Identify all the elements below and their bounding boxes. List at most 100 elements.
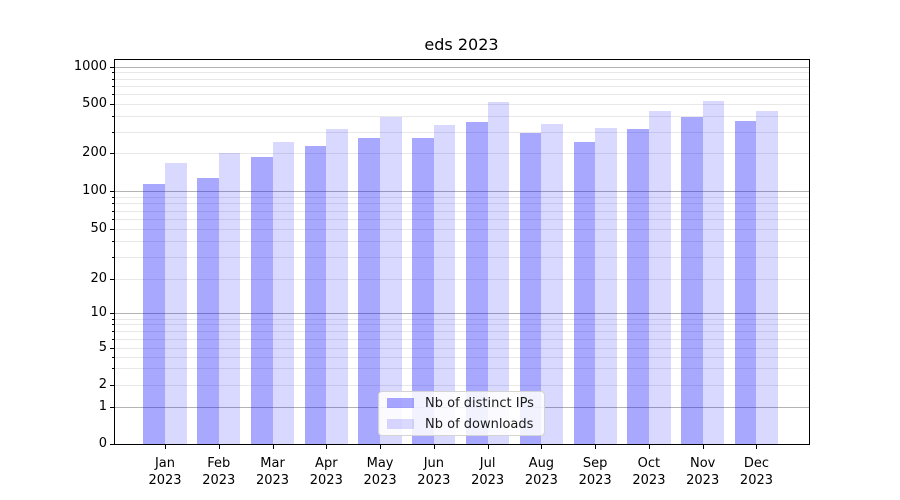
y-minor-tick-900	[112, 72, 114, 74]
y-minor-tick-9	[112, 318, 114, 320]
x-tick-label-jul: Jul 2023	[471, 456, 505, 488]
gridline-y-8	[115, 324, 809, 326]
x-tick-label-dec: Dec 2023	[739, 456, 774, 488]
bar-distinct-ips-mar	[250, 156, 273, 445]
legend-entry-distinct-ips: Nb of distinct IPs	[387, 396, 544, 411]
spine-left	[114, 59, 115, 446]
bar-downloads-apr	[326, 129, 348, 445]
gridline-y-70	[115, 210, 809, 212]
y-minor-tick-4	[112, 356, 114, 358]
gridline-y-4	[115, 356, 809, 358]
spine-right	[809, 59, 810, 446]
y-minor-tick-3	[112, 368, 114, 370]
x-tick-jun	[433, 445, 435, 449]
gridline-y-1000	[115, 66, 809, 68]
chart-title: eds 2023	[424, 35, 499, 54]
y-tick-50	[110, 229, 114, 231]
x-tick-label-nov: Nov 2023	[686, 456, 720, 488]
bar-distinct-ips-jan	[143, 183, 165, 445]
gridline-y-500	[115, 104, 809, 106]
gridline-y-5	[115, 347, 809, 349]
y-minor-tick-90	[112, 196, 114, 198]
y-minor-tick-70	[112, 210, 114, 212]
x-tick-label-sep: Sep 2023	[578, 456, 612, 488]
x-tick-jul	[487, 445, 489, 449]
x-tick-label-jun: Jun 2023	[417, 456, 451, 488]
x-tick-label-mar: Mar 2023	[255, 456, 290, 488]
gridline-y-800	[115, 78, 809, 80]
y-tick-label-200: 200	[82, 145, 107, 161]
bar-downloads-jun	[433, 124, 456, 445]
bar-downloads-oct	[648, 110, 671, 445]
legend-swatch-distinct-ips	[387, 398, 414, 408]
legend-entry-downloads: Nb of downloads	[387, 417, 544, 432]
legend-label-distinct-ips: Nb of distinct IPs	[425, 395, 534, 411]
bar-distinct-ips-apr	[304, 145, 327, 445]
x-tick-label-apr: Apr 2023	[309, 456, 343, 488]
y-tick-2	[110, 385, 114, 386]
x-tick-aug	[541, 445, 543, 449]
y-tick-1000	[110, 66, 114, 68]
gridline-y-30	[115, 257, 809, 258]
legend: Nb of distinct IPs Nb of downloads	[378, 391, 545, 436]
y-tick-20	[110, 279, 114, 280]
bar-distinct-ips-oct	[627, 129, 649, 445]
x-tick-sep	[595, 445, 597, 449]
gridline-y-700	[115, 86, 809, 88]
gridline-y-9	[115, 318, 809, 320]
gridline-y-200	[115, 153, 809, 155]
y-minor-tick-40	[112, 241, 114, 243]
bar-distinct-ips-jun	[412, 138, 434, 445]
x-tick-nov	[702, 445, 704, 449]
gridline-y-90	[115, 196, 809, 198]
y-tick-label-5: 5	[98, 339, 107, 355]
gridline-y-20	[115, 279, 809, 280]
y-tick-200	[110, 153, 114, 155]
y-tick-label-50: 50	[90, 221, 107, 237]
legend-swatch-downloads	[387, 419, 414, 429]
y-tick-1	[110, 406, 114, 408]
gridline-y-60	[115, 219, 809, 221]
y-tick-label-20: 20	[90, 271, 107, 286]
x-tick-oct	[648, 445, 650, 449]
bar-downloads-dec	[756, 110, 779, 445]
bar-downloads-nov	[702, 100, 725, 445]
bar-distinct-ips-dec	[734, 120, 757, 445]
y-minor-tick-80	[112, 203, 114, 205]
x-tick-label-may: May 2023	[363, 456, 397, 488]
x-tick-feb	[218, 445, 220, 449]
y-minor-tick-700	[112, 86, 114, 88]
y-tick-10	[110, 313, 114, 315]
gridline-y-600	[115, 94, 809, 96]
bar-downloads-jan	[165, 162, 187, 445]
gridline-y-3	[115, 368, 809, 370]
y-tick-label-1000: 1000	[73, 58, 107, 74]
gridline-y-900	[115, 72, 809, 74]
gridline-y-10	[115, 313, 809, 315]
x-tick-apr	[326, 445, 328, 449]
bar-distinct-ips-may	[358, 138, 381, 445]
gridline-y-2	[115, 385, 809, 386]
y-minor-tick-30	[112, 257, 114, 258]
y-tick-5	[110, 347, 114, 349]
gridline-y-100	[115, 191, 809, 192]
y-tick-label-2: 2	[98, 377, 107, 392]
spine-bottom	[114, 444, 810, 446]
y-minor-tick-8	[112, 324, 114, 326]
y-tick-500	[110, 104, 114, 106]
x-tick-may	[380, 445, 382, 449]
y-tick-100	[110, 191, 114, 192]
gridline-y-300	[115, 131, 809, 133]
x-tick-label-jan: Jan 2023	[148, 456, 182, 488]
bar-downloads-jul	[487, 102, 510, 445]
bar-distinct-ips-feb	[197, 178, 219, 445]
gridline-y-80	[115, 203, 809, 205]
y-minor-tick-6	[112, 338, 114, 340]
y-minor-tick-600	[112, 94, 114, 96]
gridline-y-7	[115, 331, 809, 332]
bar-distinct-ips-sep	[573, 141, 596, 445]
bar-downloads-sep	[595, 128, 617, 445]
bar-downloads-aug	[541, 123, 563, 445]
x-tick-jan	[165, 445, 166, 449]
